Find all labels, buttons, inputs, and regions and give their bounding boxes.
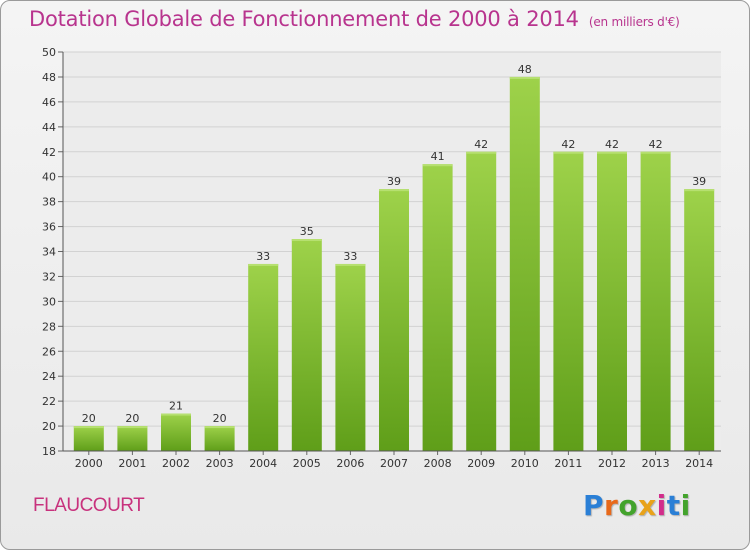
- bar: [553, 151, 584, 451]
- bar: [161, 413, 191, 451]
- chart-title-text: Dotation Globale de Fonctionnement de 20…: [29, 7, 579, 31]
- data-label: 20: [213, 412, 227, 425]
- x-tick-label: 2008: [424, 457, 452, 470]
- bar: [73, 426, 104, 451]
- chart-title: Dotation Globale de Fonctionnement de 20…: [29, 7, 680, 31]
- y-tick-label: 22: [42, 395, 56, 408]
- x-tick-label: 2012: [598, 457, 626, 470]
- bar-highlight: [553, 151, 584, 154]
- bar: [248, 263, 279, 451]
- y-tick-label: 20: [42, 420, 56, 433]
- bar-highlight: [73, 426, 104, 429]
- bar-highlight: [117, 426, 148, 429]
- x-tick-label: 2003: [206, 457, 234, 470]
- data-label: 20: [125, 412, 139, 425]
- bar-highlight: [684, 189, 715, 192]
- data-label: 33: [343, 250, 357, 263]
- logo-letter: i: [656, 489, 667, 522]
- data-label: 41: [431, 150, 445, 163]
- x-tick-label: 2004: [249, 457, 277, 470]
- y-tick-label: 24: [42, 370, 56, 383]
- y-tick-label: 26: [42, 345, 56, 358]
- y-tick-label: 44: [42, 121, 56, 134]
- data-label: 39: [692, 175, 706, 188]
- y-tick-label: 32: [42, 270, 56, 283]
- bar: [335, 263, 366, 451]
- bar-highlight: [640, 151, 671, 154]
- data-label: 42: [561, 138, 575, 151]
- bar-highlight: [161, 413, 191, 416]
- logo-letter: x: [638, 489, 657, 522]
- logo-letter: o: [618, 489, 639, 522]
- logo-letter: P: [583, 489, 605, 522]
- x-tick-label: 2010: [511, 457, 539, 470]
- x-tick-label: 2007: [380, 457, 408, 470]
- y-tick-label: 18: [42, 445, 56, 458]
- x-tick-label: 2006: [336, 457, 364, 470]
- x-tick-label: 2005: [293, 457, 321, 470]
- bar: [117, 426, 148, 451]
- y-tick-label: 40: [42, 171, 56, 184]
- bar: [509, 76, 540, 451]
- y-tick-label: 48: [42, 71, 56, 84]
- bar-highlight: [248, 263, 279, 266]
- commune-name: FLAUCOURT: [33, 495, 145, 516]
- chart-subtitle: (en milliers d'€): [588, 15, 680, 29]
- logo-letter: r: [604, 489, 619, 522]
- x-tick-label: 2011: [554, 457, 582, 470]
- x-tick-label: 2000: [75, 457, 103, 470]
- y-tick-label: 42: [42, 146, 56, 159]
- bar: [466, 151, 497, 451]
- logo-letter: t: [666, 489, 681, 522]
- logo-letter: i: [680, 489, 691, 522]
- x-tick-label: 2014: [685, 457, 713, 470]
- bar-highlight: [204, 426, 235, 429]
- data-label: 42: [605, 138, 619, 151]
- bar-highlight: [597, 151, 627, 154]
- data-label: 33: [256, 250, 270, 263]
- bar-highlight: [379, 189, 409, 192]
- bar-highlight: [291, 239, 322, 242]
- data-label: 21: [169, 400, 183, 413]
- data-label: 39: [387, 175, 401, 188]
- bar: [684, 189, 715, 451]
- bar: [597, 151, 627, 451]
- y-tick-label: 30: [42, 295, 56, 308]
- bar-highlight: [335, 263, 366, 266]
- data-label: 42: [474, 138, 488, 151]
- data-label: 20: [82, 412, 96, 425]
- x-tick-label: 2009: [467, 457, 495, 470]
- data-label: 35: [300, 225, 314, 238]
- bar: [291, 239, 322, 451]
- bar: [422, 164, 453, 451]
- x-tick-label: 2002: [162, 457, 190, 470]
- x-tick-label: 2001: [118, 457, 146, 470]
- y-tick-label: 34: [42, 246, 56, 259]
- proxiti-logo: Proxiti: [583, 489, 691, 522]
- bar: [204, 426, 235, 451]
- y-tick-label: 28: [42, 320, 56, 333]
- bar: [640, 151, 671, 451]
- data-label: 48: [518, 63, 532, 76]
- bar-highlight: [509, 76, 540, 79]
- bar: [379, 189, 409, 451]
- bar-highlight: [466, 151, 497, 154]
- y-tick-label: 46: [42, 96, 56, 109]
- x-tick-label: 2013: [642, 457, 670, 470]
- y-tick-label: 38: [42, 196, 56, 209]
- y-tick-label: 36: [42, 221, 56, 234]
- y-tick-label: 50: [42, 46, 56, 59]
- data-label: 42: [649, 138, 663, 151]
- bar-highlight: [422, 164, 453, 167]
